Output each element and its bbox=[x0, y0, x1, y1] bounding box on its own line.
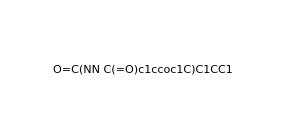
Text: O=C(NN C(=O)c1ccoc1C)C1CC1: O=C(NN C(=O)c1ccoc1C)C1CC1 bbox=[53, 64, 233, 75]
